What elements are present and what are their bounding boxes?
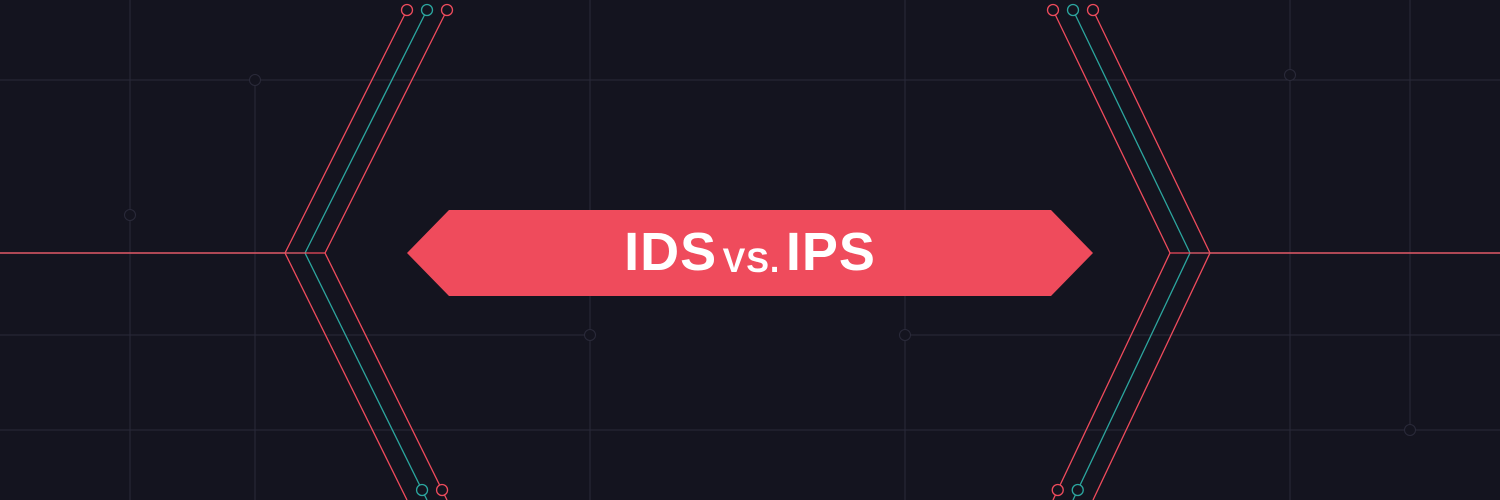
title-badge: IDS VS. IPS [407, 210, 1093, 296]
infographic-canvas: IDS VS. IPS [0, 0, 1500, 500]
title-right: IPS [786, 222, 876, 282]
title-middle: VS. [723, 242, 781, 280]
badge-text: IDS VS. IPS [624, 221, 876, 285]
title-left: IDS [624, 222, 717, 282]
